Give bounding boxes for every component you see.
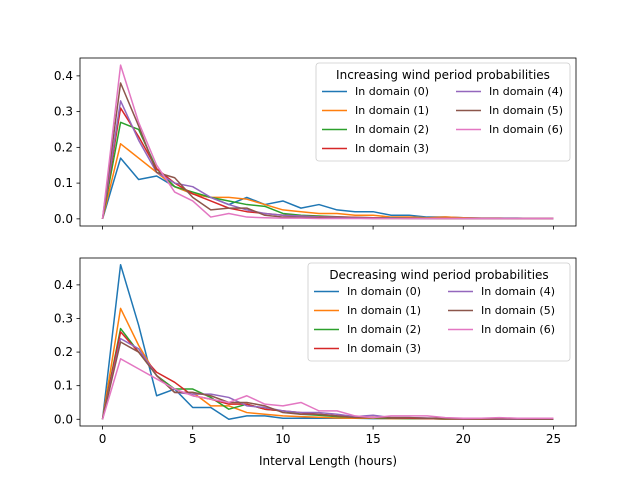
legend-items: In domain (0) In domain (1) In domain (2) I… <box>314 285 555 355</box>
legend-title: Increasing wind period probabilities <box>336 68 550 82</box>
y-tick-label: 0.3 <box>54 105 73 119</box>
legend-label: In domain (4) <box>489 85 563 98</box>
legend-item-5: In domain (5) <box>456 104 563 117</box>
x-tick-label: 15 <box>365 432 380 446</box>
legend-item-5: In domain (5) <box>448 304 555 317</box>
legend-label: In domain (6) <box>489 123 563 136</box>
legend-items: In domain (0) In domain (1) In domain (2) I… <box>322 85 563 155</box>
legend-item-6: In domain (6) <box>448 323 555 336</box>
legend-item-2: In domain (2) <box>322 123 429 136</box>
x-tick-label: 5 <box>189 432 197 446</box>
legend-label: In domain (2) <box>355 123 429 136</box>
legend-label: In domain (3) <box>347 342 421 355</box>
y-tick-label: 0.0 <box>54 212 73 226</box>
legend-item-3: In domain (3) <box>314 342 421 355</box>
legend-label: In domain (5) <box>489 104 563 117</box>
legend-item-1: In domain (1) <box>322 104 429 117</box>
legend-box <box>307 262 571 362</box>
legend-item-0: In domain (0) <box>322 85 429 98</box>
series-line-6 <box>101 64 554 220</box>
x-tick-label: 25 <box>546 432 561 446</box>
x-axis-label: Interval Length (hours) <box>259 454 397 468</box>
legend: Increasing wind period probabilities In … <box>315 62 571 162</box>
legend-label: In domain (0) <box>355 85 429 98</box>
legend-box <box>315 62 571 162</box>
legend-item-0: In domain (0) <box>314 285 421 298</box>
legend: Decreasing wind period probabilities In … <box>307 262 571 362</box>
y-axis: 0.0 0.1 0.2 0.3 0.4 <box>54 278 80 426</box>
increasing-probabilities-panel: 0.0 0.1 0.2 0.3 0.4 Increasing wind period p… <box>54 57 577 230</box>
y-axis: 0.0 0.1 0.2 0.3 0.4 <box>54 69 80 226</box>
y-tick-label: 0.1 <box>54 176 73 190</box>
legend-label: In domain (3) <box>355 142 429 155</box>
series-line-6 <box>101 358 554 420</box>
series-layer <box>101 64 554 220</box>
x-tick-label: 20 <box>456 432 471 446</box>
x-tick-label: 0 <box>99 432 107 446</box>
legend-label: In domain (2) <box>347 323 421 336</box>
legend-title: Decreasing wind period probabilities <box>329 268 548 282</box>
y-tick-label: 0.2 <box>54 345 73 359</box>
axes-frame <box>79 57 577 227</box>
x-axis: 0 5 10 15 20 25 <box>99 426 561 446</box>
axes-frame <box>79 257 577 427</box>
x-tick-label: 10 <box>275 432 290 446</box>
y-tick-label: 0.1 <box>54 379 73 393</box>
legend-item-4: In domain (4) <box>448 285 555 298</box>
y-tick-label: 0.0 <box>54 412 73 426</box>
legend-label: In domain (6) <box>481 323 555 336</box>
series-layer <box>101 263 554 421</box>
legend-item-4: In domain (4) <box>456 85 563 98</box>
legend-item-1: In domain (1) <box>314 304 421 317</box>
legend-label: In domain (0) <box>347 285 421 298</box>
legend-label: In domain (1) <box>347 304 421 317</box>
legend-label: In domain (5) <box>481 304 555 317</box>
legend-item-2: In domain (2) <box>314 323 421 336</box>
legend-label: In domain (1) <box>355 104 429 117</box>
decreasing-probabilities-panel: 0 5 10 15 20 25 0.0 0.1 0.2 0.3 0.4 Decreasing wi… <box>54 257 577 468</box>
y-tick-label: 0.4 <box>54 69 73 83</box>
x-axis <box>102 226 554 230</box>
y-tick-label: 0.4 <box>54 278 73 292</box>
legend-item-6: In domain (6) <box>456 123 563 136</box>
legend-item-3: In domain (3) <box>322 142 429 155</box>
legend-label: In domain (4) <box>481 285 555 298</box>
y-tick-label: 0.2 <box>54 140 73 154</box>
y-tick-label: 0.3 <box>54 311 73 325</box>
